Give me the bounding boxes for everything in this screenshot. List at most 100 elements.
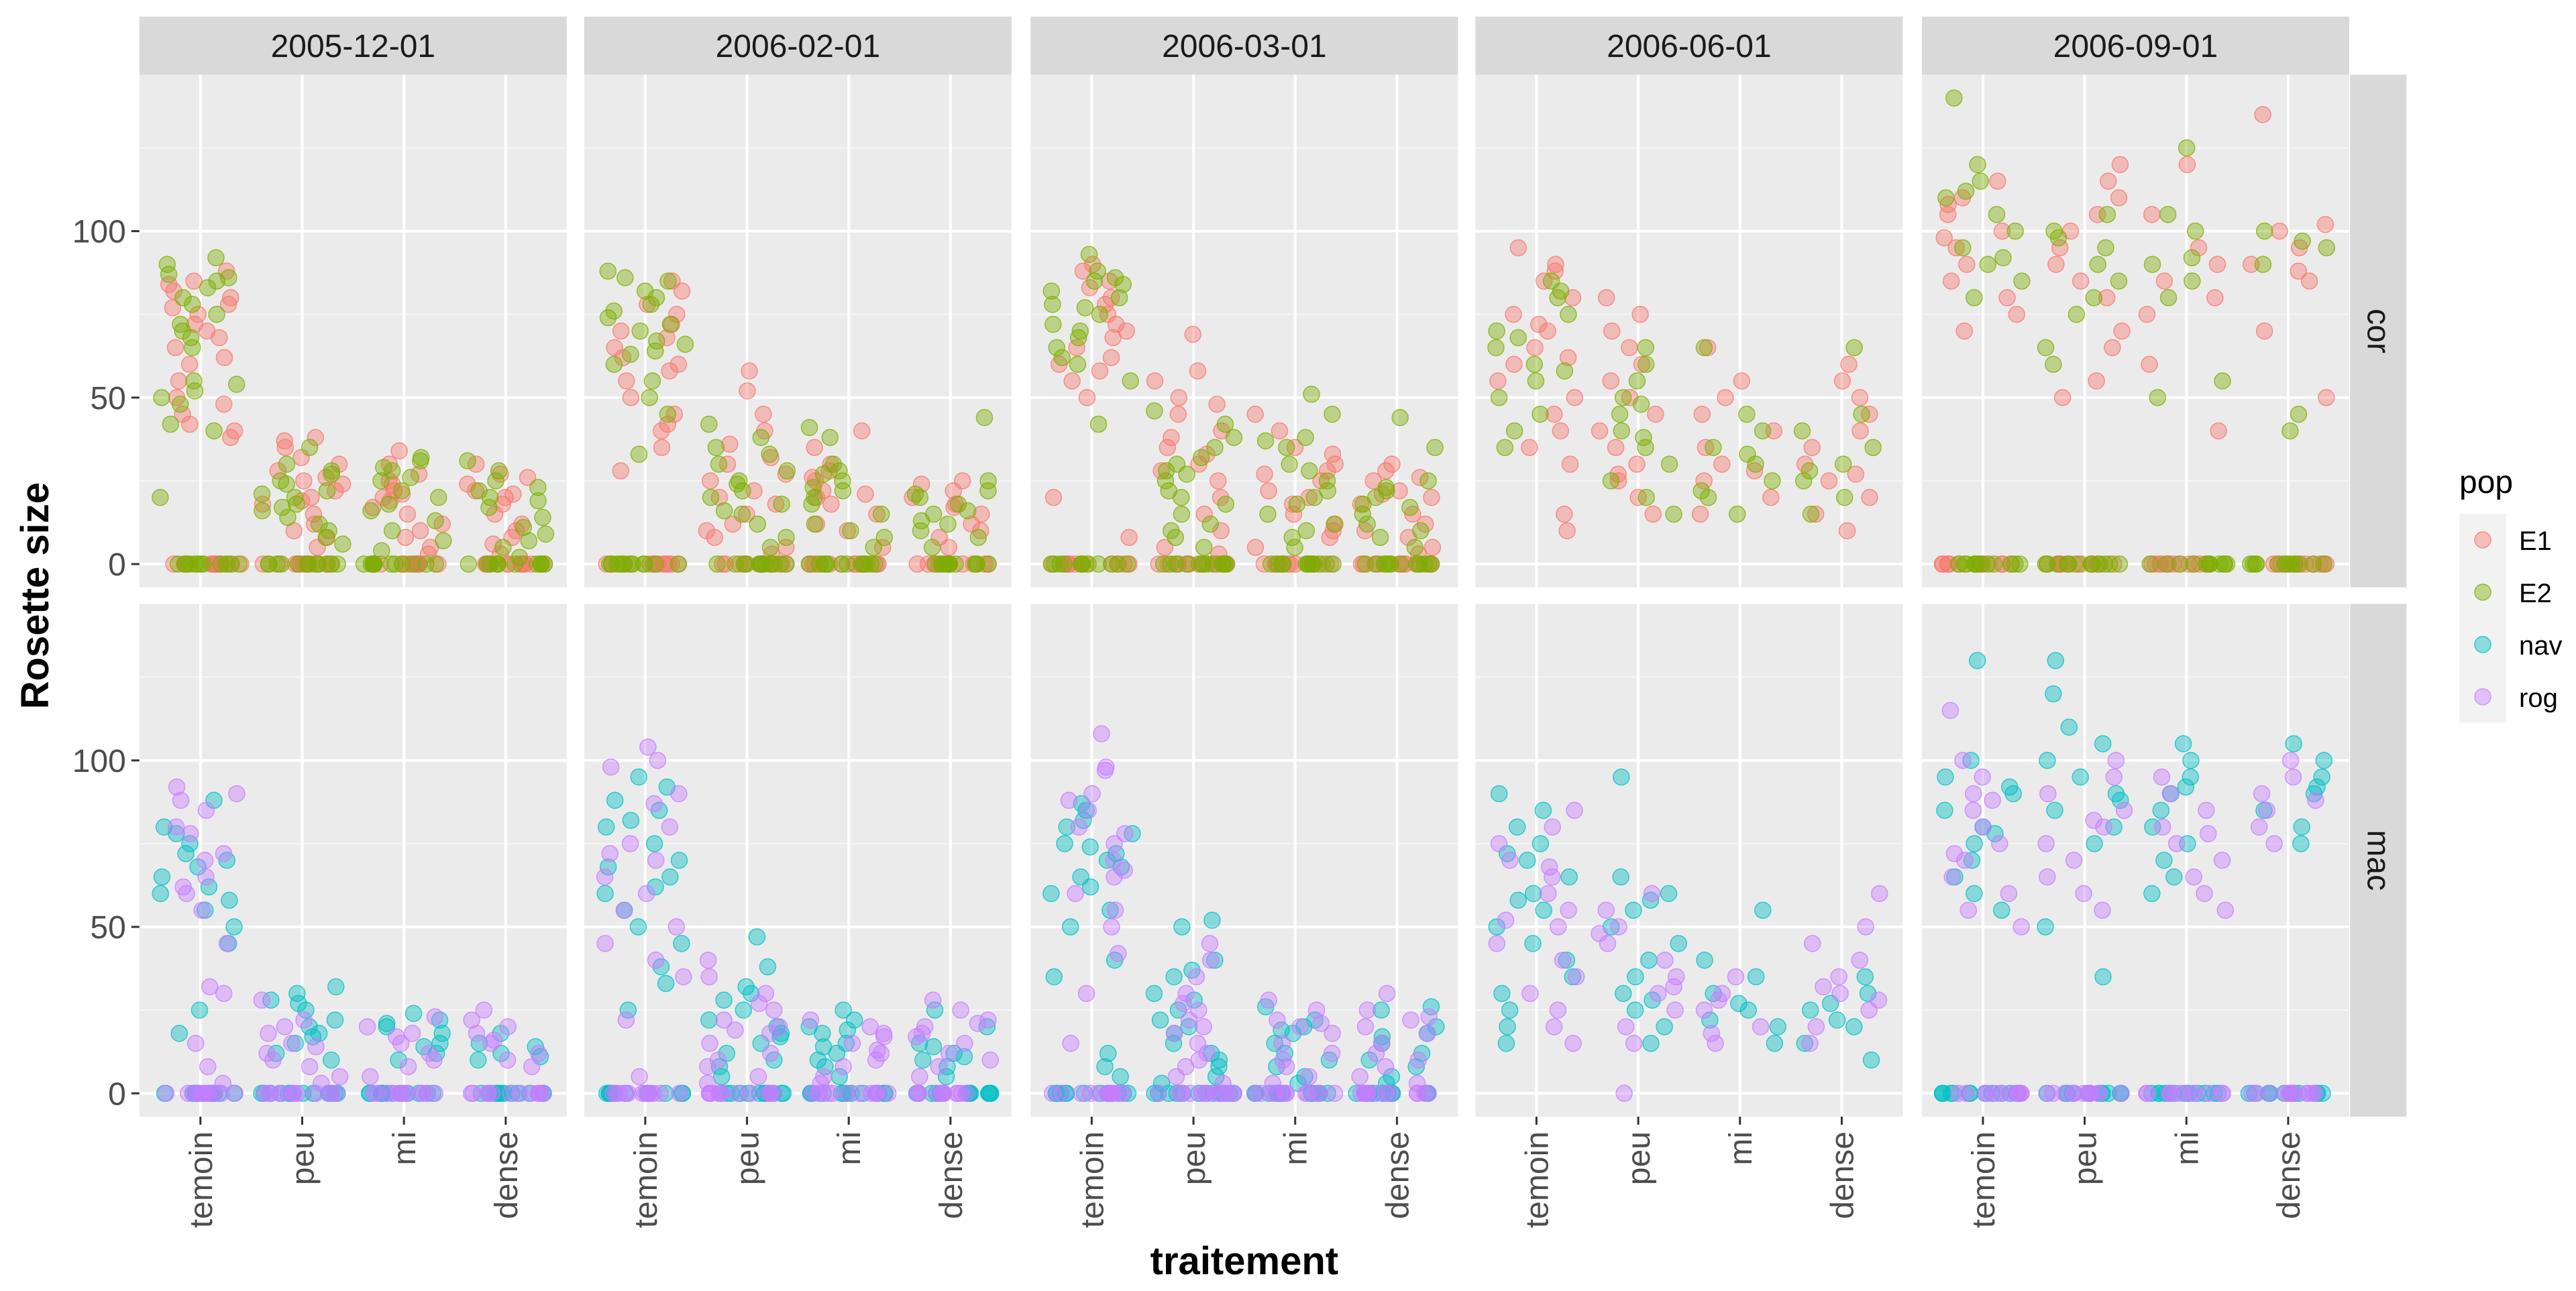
scatter-point-rog — [1165, 1025, 1183, 1042]
scatter-point-E2 — [529, 492, 547, 510]
scatter-point-nav — [301, 1018, 318, 1035]
scatter-point-E1 — [1609, 465, 1627, 483]
scatter-point-E2 — [1705, 439, 1722, 457]
scatter-point-rog — [913, 1025, 931, 1042]
scatter-point-rog — [197, 868, 215, 886]
scatter-point-rog — [485, 1031, 503, 1049]
panel-cor-2006-02-01 — [584, 74, 1012, 587]
scatter-point-E2 — [622, 345, 639, 363]
scatter-point-E2 — [1324, 405, 1341, 423]
scatter-point-E2 — [515, 518, 533, 537]
scatter-point-E1 — [963, 515, 980, 533]
scatter-point-rog — [699, 1058, 716, 1076]
scatter-point-E2 — [278, 455, 296, 473]
scatter-point-E1 — [1762, 489, 1780, 506]
scatter-point-E2 — [2201, 555, 2218, 573]
scatter-point-rog — [1643, 885, 1661, 903]
scatter-point-rog — [699, 951, 717, 969]
scatter-point-E2 — [1204, 555, 1222, 573]
scatter-point-nav — [2060, 718, 2078, 736]
scatter-point-E2 — [1560, 305, 1577, 323]
scatter-point-E1 — [1631, 305, 1649, 323]
scatter-point-nav — [191, 1001, 209, 1019]
scatter-point-E1 — [2111, 156, 2129, 174]
x-tick-label: mi — [2169, 1131, 2205, 1166]
scatter-point-rog — [2243, 1084, 2261, 1103]
scatter-point-rog — [1225, 1084, 1242, 1103]
scatter-point-E2 — [1195, 539, 1213, 556]
scatter-point-rog — [1104, 1084, 1122, 1103]
scatter-point-nav — [1146, 1084, 1163, 1103]
scatter-point-E1 — [410, 465, 428, 483]
scatter-point-E2 — [511, 549, 529, 566]
scatter-point-E1 — [222, 289, 239, 306]
y-tick-label: 100 — [72, 215, 126, 250]
scatter-point-E1 — [767, 495, 785, 513]
scatter-point-E2 — [2186, 222, 2204, 240]
scatter-point-rog — [1062, 1035, 1079, 1052]
scatter-point-nav — [2143, 1084, 2161, 1103]
scatter-point-E2 — [803, 495, 820, 513]
scatter-point-E1 — [165, 282, 182, 300]
scatter-point-nav — [177, 845, 195, 862]
scatter-point-E2 — [707, 439, 725, 457]
scatter-point-E2 — [1091, 305, 1109, 323]
scatter-point-rog — [260, 1084, 278, 1103]
scatter-point-E2 — [1801, 462, 1819, 480]
scatter-point-rog — [712, 1084, 729, 1103]
scatter-point-rog — [301, 1058, 319, 1076]
scatter-point-E2 — [749, 515, 767, 533]
scatter-point-nav — [2292, 835, 2310, 852]
scatter-point-E2 — [1053, 349, 1071, 367]
scatter-point-E2 — [2178, 139, 2196, 157]
scatter-point-E2 — [372, 472, 390, 490]
scatter-point-rog — [1870, 991, 1888, 1009]
scatter-point-E2 — [1069, 329, 1087, 347]
scatter-point-E2 — [1978, 555, 1996, 573]
scatter-point-rog — [1291, 1018, 1309, 1035]
scatter-point-E1 — [1107, 315, 1125, 333]
scatter-point-E1 — [1547, 256, 1564, 274]
scatter-point-E2 — [752, 429, 770, 447]
scatter-point-rog — [285, 1084, 303, 1103]
scatter-point-rog — [1073, 1084, 1090, 1103]
scatter-point-nav — [774, 1084, 792, 1103]
scatter-point-E2 — [301, 439, 319, 457]
scatter-point-rog — [910, 1084, 927, 1103]
scatter-point-rog — [639, 738, 657, 756]
panel-background — [1921, 74, 2349, 587]
scatter-point-E2 — [1632, 396, 1650, 413]
scatter-point-E1 — [1989, 172, 2006, 190]
scatter-point-rog — [464, 1084, 482, 1103]
row-strip-label: mac — [2361, 830, 2396, 891]
scatter-point-nav — [1532, 835, 1550, 852]
scatter-point-E1 — [211, 329, 228, 347]
scatter-point-E1 — [1820, 472, 1838, 490]
scatter-point-E2 — [1419, 555, 1438, 573]
scatter-point-E2 — [1739, 445, 1756, 463]
scatter-point-rog — [1945, 845, 1964, 862]
scatter-point-E2 — [906, 486, 924, 503]
scatter-point-E1 — [702, 472, 719, 490]
scatter-point-E1 — [1163, 429, 1180, 447]
scatter-point-rog — [979, 1011, 997, 1029]
scatter-point-nav — [1558, 951, 1576, 969]
scatter-point-E2 — [1794, 472, 1813, 490]
scatter-point-rog — [358, 1018, 376, 1035]
scatter-point-rog — [1807, 1018, 1825, 1035]
scatter-point-E2 — [1318, 472, 1336, 490]
scatter-point-rog — [390, 1084, 408, 1103]
scatter-point-nav — [839, 1021, 857, 1039]
scatter-point-E2 — [1288, 495, 1306, 513]
scatter-point-rog — [1964, 785, 1982, 803]
scatter-point-E1 — [269, 462, 287, 480]
scatter-point-nav — [945, 1044, 963, 1062]
scatter-point-rog — [2200, 1084, 2218, 1103]
scatter-point-E2 — [375, 459, 392, 476]
scatter-point-nav — [1173, 918, 1191, 936]
scatter-point-E1 — [1603, 322, 1621, 340]
scatter-point-rog — [1402, 1011, 1419, 1029]
scatter-point-E2 — [487, 472, 504, 490]
scatter-point-rog — [2199, 825, 2217, 842]
scatter-point-E2 — [1637, 339, 1654, 357]
